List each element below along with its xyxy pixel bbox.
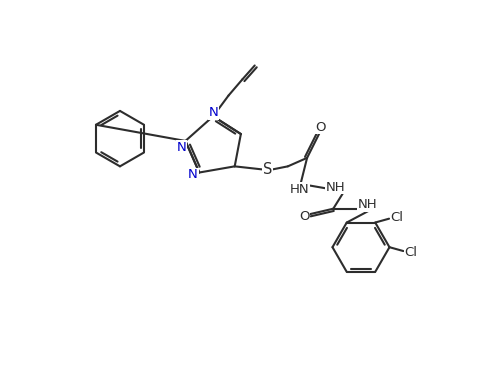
Text: O: O (299, 210, 309, 223)
Text: N: N (209, 106, 219, 119)
Text: Cl: Cl (390, 211, 403, 224)
Text: S: S (263, 162, 272, 177)
Text: HN: HN (289, 183, 309, 196)
Text: N: N (177, 141, 186, 154)
Text: NH: NH (358, 198, 378, 211)
Text: NH: NH (326, 181, 346, 194)
Text: O: O (315, 120, 325, 134)
Text: N: N (188, 168, 198, 181)
Text: Cl: Cl (405, 246, 418, 259)
